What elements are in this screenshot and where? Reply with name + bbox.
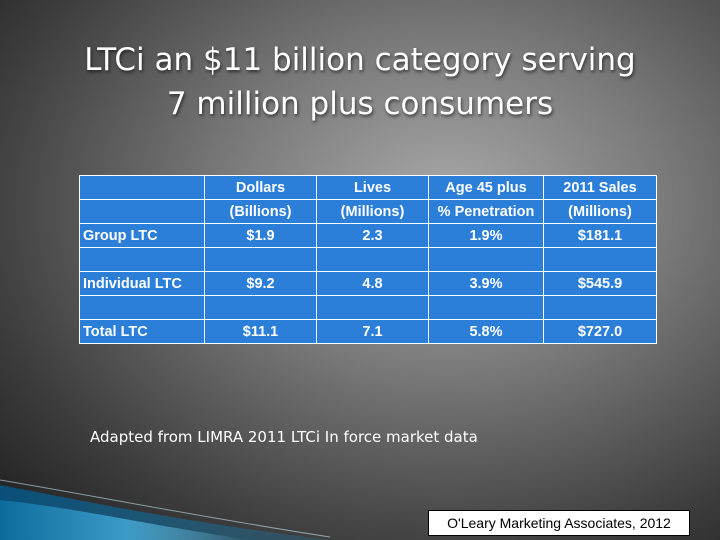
empty-cell xyxy=(316,247,429,272)
empty-cell xyxy=(79,295,205,320)
table-cell: 2.3 xyxy=(316,223,429,248)
row-label: Total LTC xyxy=(79,319,205,344)
spacer-row xyxy=(79,247,657,272)
header-cell: (Millions) xyxy=(316,199,429,224)
credit-box: O'Leary Marketing Associates, 2012 xyxy=(428,510,690,536)
header-row-2: (Billions) (Millions) % Penetration (Mil… xyxy=(79,199,657,224)
empty-cell xyxy=(79,247,205,272)
slide-title-line-2: 7 million plus consumers xyxy=(166,86,554,122)
decorative-swoosh xyxy=(0,479,330,540)
spacer-row xyxy=(79,295,657,320)
table-cell: 3.9% xyxy=(428,271,544,296)
empty-cell xyxy=(204,295,317,320)
table-cell: $545.9 xyxy=(543,271,657,296)
header-cell: 2011 Sales xyxy=(543,175,657,200)
table-cell: 4.8 xyxy=(316,271,429,296)
header-cell xyxy=(79,175,205,200)
row-label: Individual LTC xyxy=(79,271,205,296)
empty-cell xyxy=(543,295,657,320)
header-cell: Dollars xyxy=(204,175,317,200)
row-label: Group LTC xyxy=(79,223,205,248)
table-cell: $1.9 xyxy=(204,223,317,248)
header-row-1: Dollars Lives Age 45 plus 2011 Sales xyxy=(79,175,657,200)
source-note: Adapted from LIMRA 2011 LTCi In force ma… xyxy=(90,428,478,446)
table-row: Individual LTC $9.2 4.8 3.9% $545.9 xyxy=(79,271,657,296)
empty-cell xyxy=(316,295,429,320)
table-cell: $181.1 xyxy=(543,223,657,248)
header-cell: Age 45 plus xyxy=(428,175,544,200)
table-cell: 7.1 xyxy=(316,319,429,344)
table-cell: $727.0 xyxy=(543,319,657,344)
slide-title-line-1: LTCi an $11 billion category serving xyxy=(84,42,636,78)
table-row: Total LTC $11.1 7.1 5.8% $727.0 xyxy=(79,319,657,344)
table-cell: $11.1 xyxy=(204,319,317,344)
table-cell: 1.9% xyxy=(428,223,544,248)
header-cell: (Millions) xyxy=(543,199,657,224)
header-cell: Lives xyxy=(316,175,429,200)
table-row: Group LTC $1.9 2.3 1.9% $181.1 xyxy=(79,223,657,248)
empty-cell xyxy=(204,247,317,272)
header-cell: % Penetration xyxy=(428,199,544,224)
table-cell: $9.2 xyxy=(204,271,317,296)
slide-title: LTCi an $11 billion category serving 7 m… xyxy=(0,38,720,126)
empty-cell xyxy=(428,295,544,320)
header-cell xyxy=(79,199,205,224)
empty-cell xyxy=(543,247,657,272)
ltc-market-table: Dollars Lives Age 45 plus 2011 Sales (Bi… xyxy=(79,175,657,344)
header-cell: (Billions) xyxy=(204,199,317,224)
empty-cell xyxy=(428,247,544,272)
table-cell: 5.8% xyxy=(428,319,544,344)
